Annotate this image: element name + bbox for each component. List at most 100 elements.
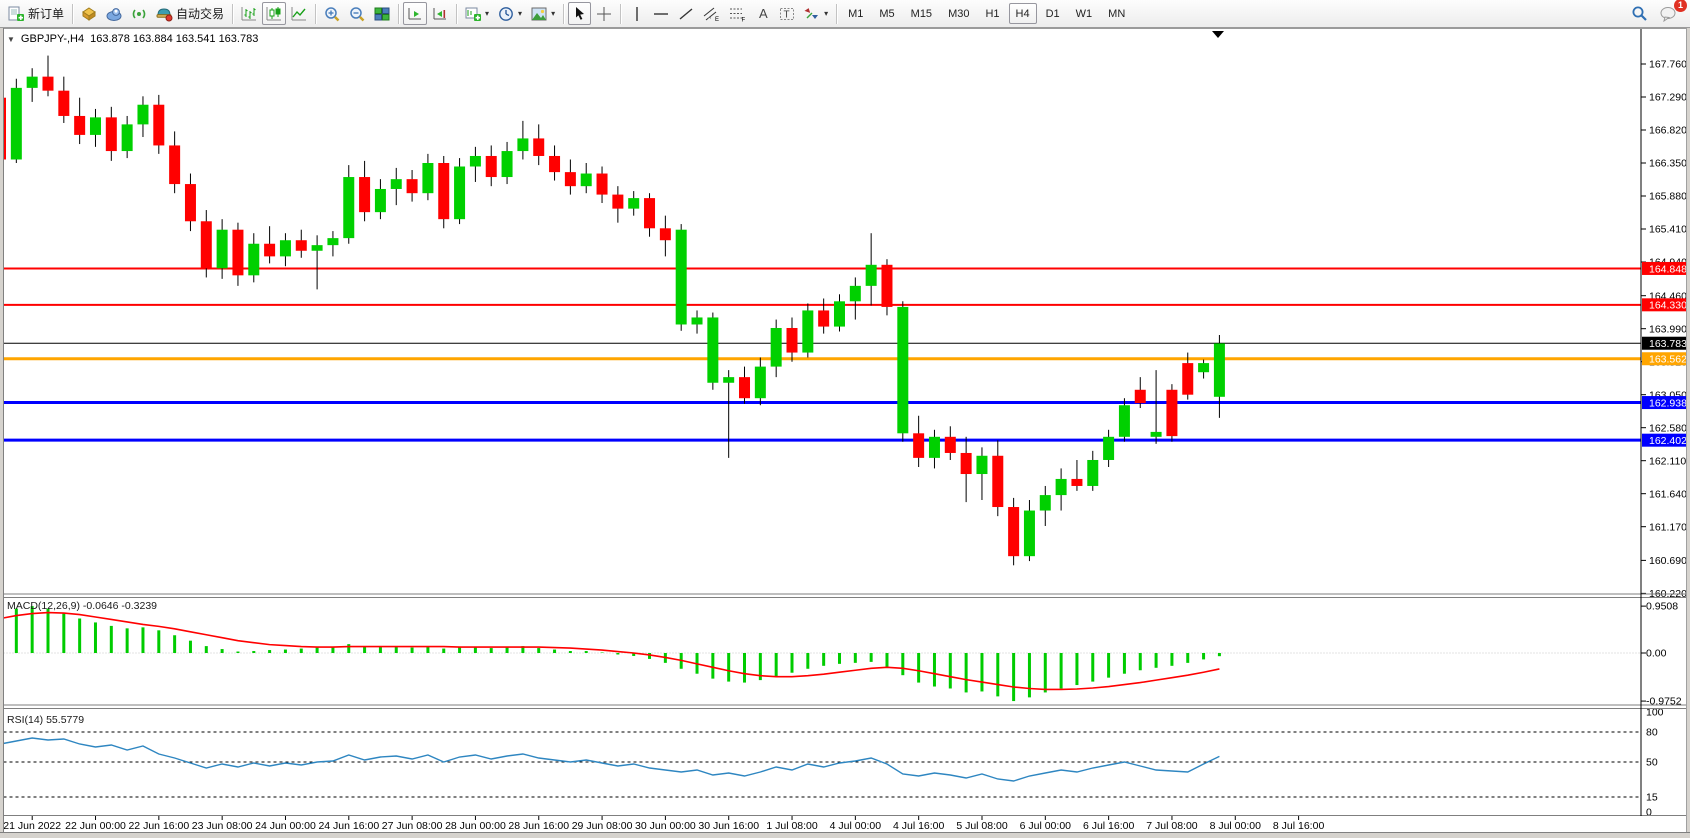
svg-text:167.760: 167.760 [1649,59,1687,71]
search-button[interactable] [1627,2,1652,25]
time-axis[interactable]: 21 Jun 2022 22 Jun 00:00 22 Jun 16:00 23 Ju… [3,816,1324,832]
market-watch-button[interactable] [77,2,101,25]
line-chart-icon [291,6,307,20]
gold-box-icon [82,6,96,21]
svg-text:0.9508: 0.9508 [1646,601,1678,613]
fibonacci-icon: F [730,8,746,22]
svg-text:22 Jun 16:00: 22 Jun 16:00 [128,820,189,832]
zoom-in-icon [325,6,340,21]
periods-button[interactable]: ▾ [494,2,526,25]
timeframe-d1-button[interactable]: D1 [1039,3,1067,24]
arrows-button[interactable]: ▾ [800,2,832,25]
autotrading-button[interactable]: 自动交易 [152,2,228,25]
timeframe-m15-button[interactable]: M15 [904,3,939,24]
main-toolbar: 新订单 自动交易 [0,0,1690,28]
timeframe-h4-button[interactable]: H4 [1008,3,1037,24]
svg-text:162.938: 162.938 [1649,397,1687,409]
templates-button[interactable]: ▾ [527,2,559,25]
new-order-label: 新订单 [28,7,65,21]
crosshair-button[interactable] [592,2,616,25]
price-tags: 164.848 164.330 163.783 163.562 162.938 162.4… [1642,261,1688,447]
zoom-out-icon [350,6,365,21]
svg-text:15: 15 [1646,792,1658,804]
line-chart-type-button[interactable] [287,2,311,25]
timeframe-h1-button[interactable]: H1 [978,3,1006,24]
macd-indicator-label: MACD(12,26,9) -0.0646 -0.3239 [7,600,157,612]
chat-button[interactable] [1656,2,1682,25]
horizontal-line-button[interactable] [649,2,673,25]
autotrading-hat-icon [156,7,173,21]
cursor-button[interactable] [568,2,592,25]
svg-text:160.690: 160.690 [1649,555,1687,567]
svg-text:24 Jun 00:00: 24 Jun 00:00 [255,820,316,832]
timeframe-m30-button[interactable]: M30 [941,3,976,24]
horizontal-line-icon [654,12,669,15]
timeframe-group: M1 M5 M15 M30 H1 H4 D1 W1 MN [841,3,1132,24]
trendline-button[interactable] [674,2,698,25]
svg-text:A: A [759,6,768,21]
price-axis[interactable]: 167.760 167.290 166.820 166.350 165.880 165.4… [1641,59,1687,600]
svg-text:0.00: 0.00 [1646,648,1667,660]
svg-text:164.330: 164.330 [1649,300,1687,312]
auto-scroll-button[interactable] [403,2,428,25]
new-chart-button[interactable]: ▾ [461,2,493,25]
vertical-line-button[interactable] [625,2,648,25]
timeframe-w1-button[interactable]: W1 [1069,3,1100,24]
svg-text:165.880: 165.880 [1649,191,1687,203]
dropdown-caret-icon: ▾ [551,9,556,18]
svg-text:166.350: 166.350 [1649,158,1687,170]
candles-layer [0,55,1225,566]
search-icon [1632,6,1647,21]
svg-text:163.990: 163.990 [1649,323,1687,335]
svg-text:162.110: 162.110 [1649,455,1686,467]
symbol-period-label: GBPJPY-,H4 [20,33,85,45]
channel-icon: E [703,7,719,22]
fibonacci-button[interactable]: F [725,2,750,25]
chart-shift-marker[interactable] [1212,31,1224,38]
svg-text:166.820: 166.820 [1649,125,1687,137]
separator [836,3,838,24]
one-click-trading-toggle-icon[interactable]: ▼ [7,34,15,44]
zoom-in-button[interactable] [320,2,344,25]
svg-text:30 Jun 00:00: 30 Jun 00:00 [635,820,696,832]
pane-separators[interactable] [0,28,1687,817]
svg-text:4 Jul 00:00: 4 Jul 00:00 [830,820,882,832]
dropdown-caret-icon: ▾ [518,9,523,18]
dropdown-caret-icon: ▾ [824,9,829,18]
svg-text:100: 100 [1646,707,1664,719]
timeframe-mn-button[interactable]: MN [1101,3,1132,24]
zoom-out-button[interactable] [345,2,369,25]
trendline-icon [679,7,693,20]
new-order-button[interactable]: 新订单 [4,2,68,25]
svg-text:28 Jun 00:00: 28 Jun 00:00 [445,820,506,832]
text-label-button[interactable]: T [775,2,799,25]
timeframe-m5-button[interactable]: M5 [872,3,901,24]
auto-scroll-icon [408,7,422,19]
candlestick-chart-type-button[interactable] [262,2,287,25]
separator [398,3,400,24]
separator [315,3,317,24]
tile-windows-icon [374,7,390,20]
chart-shift-button[interactable] [428,2,452,25]
cursor-icon [575,7,584,20]
svg-text:163.783: 163.783 [1649,338,1687,350]
svg-text:23 Jun 08:00: 23 Jun 08:00 [192,820,253,832]
text-button[interactable]: A [751,2,774,25]
svg-text:6 Jul 16:00: 6 Jul 16:00 [1083,820,1135,832]
svg-text:30 Jun 16:00: 30 Jun 16:00 [698,820,759,832]
timeframe-m1-button[interactable]: M1 [841,3,870,24]
price-level-lines[interactable] [3,267,1642,442]
community-button[interactable] [102,2,126,25]
svg-text:6 Jul 00:00: 6 Jul 00:00 [1020,820,1072,832]
svg-text:4 Jul 16:00: 4 Jul 16:00 [893,820,945,832]
text-icon: A [759,6,768,21]
chart-shift-icon [433,7,447,19]
signals-button[interactable] [127,2,151,25]
bar-chart-type-button[interactable] [237,2,261,25]
equidistant-channel-button[interactable]: E [699,2,724,25]
separator [72,3,74,24]
separator [620,3,622,24]
tile-windows-button[interactable] [370,2,394,25]
